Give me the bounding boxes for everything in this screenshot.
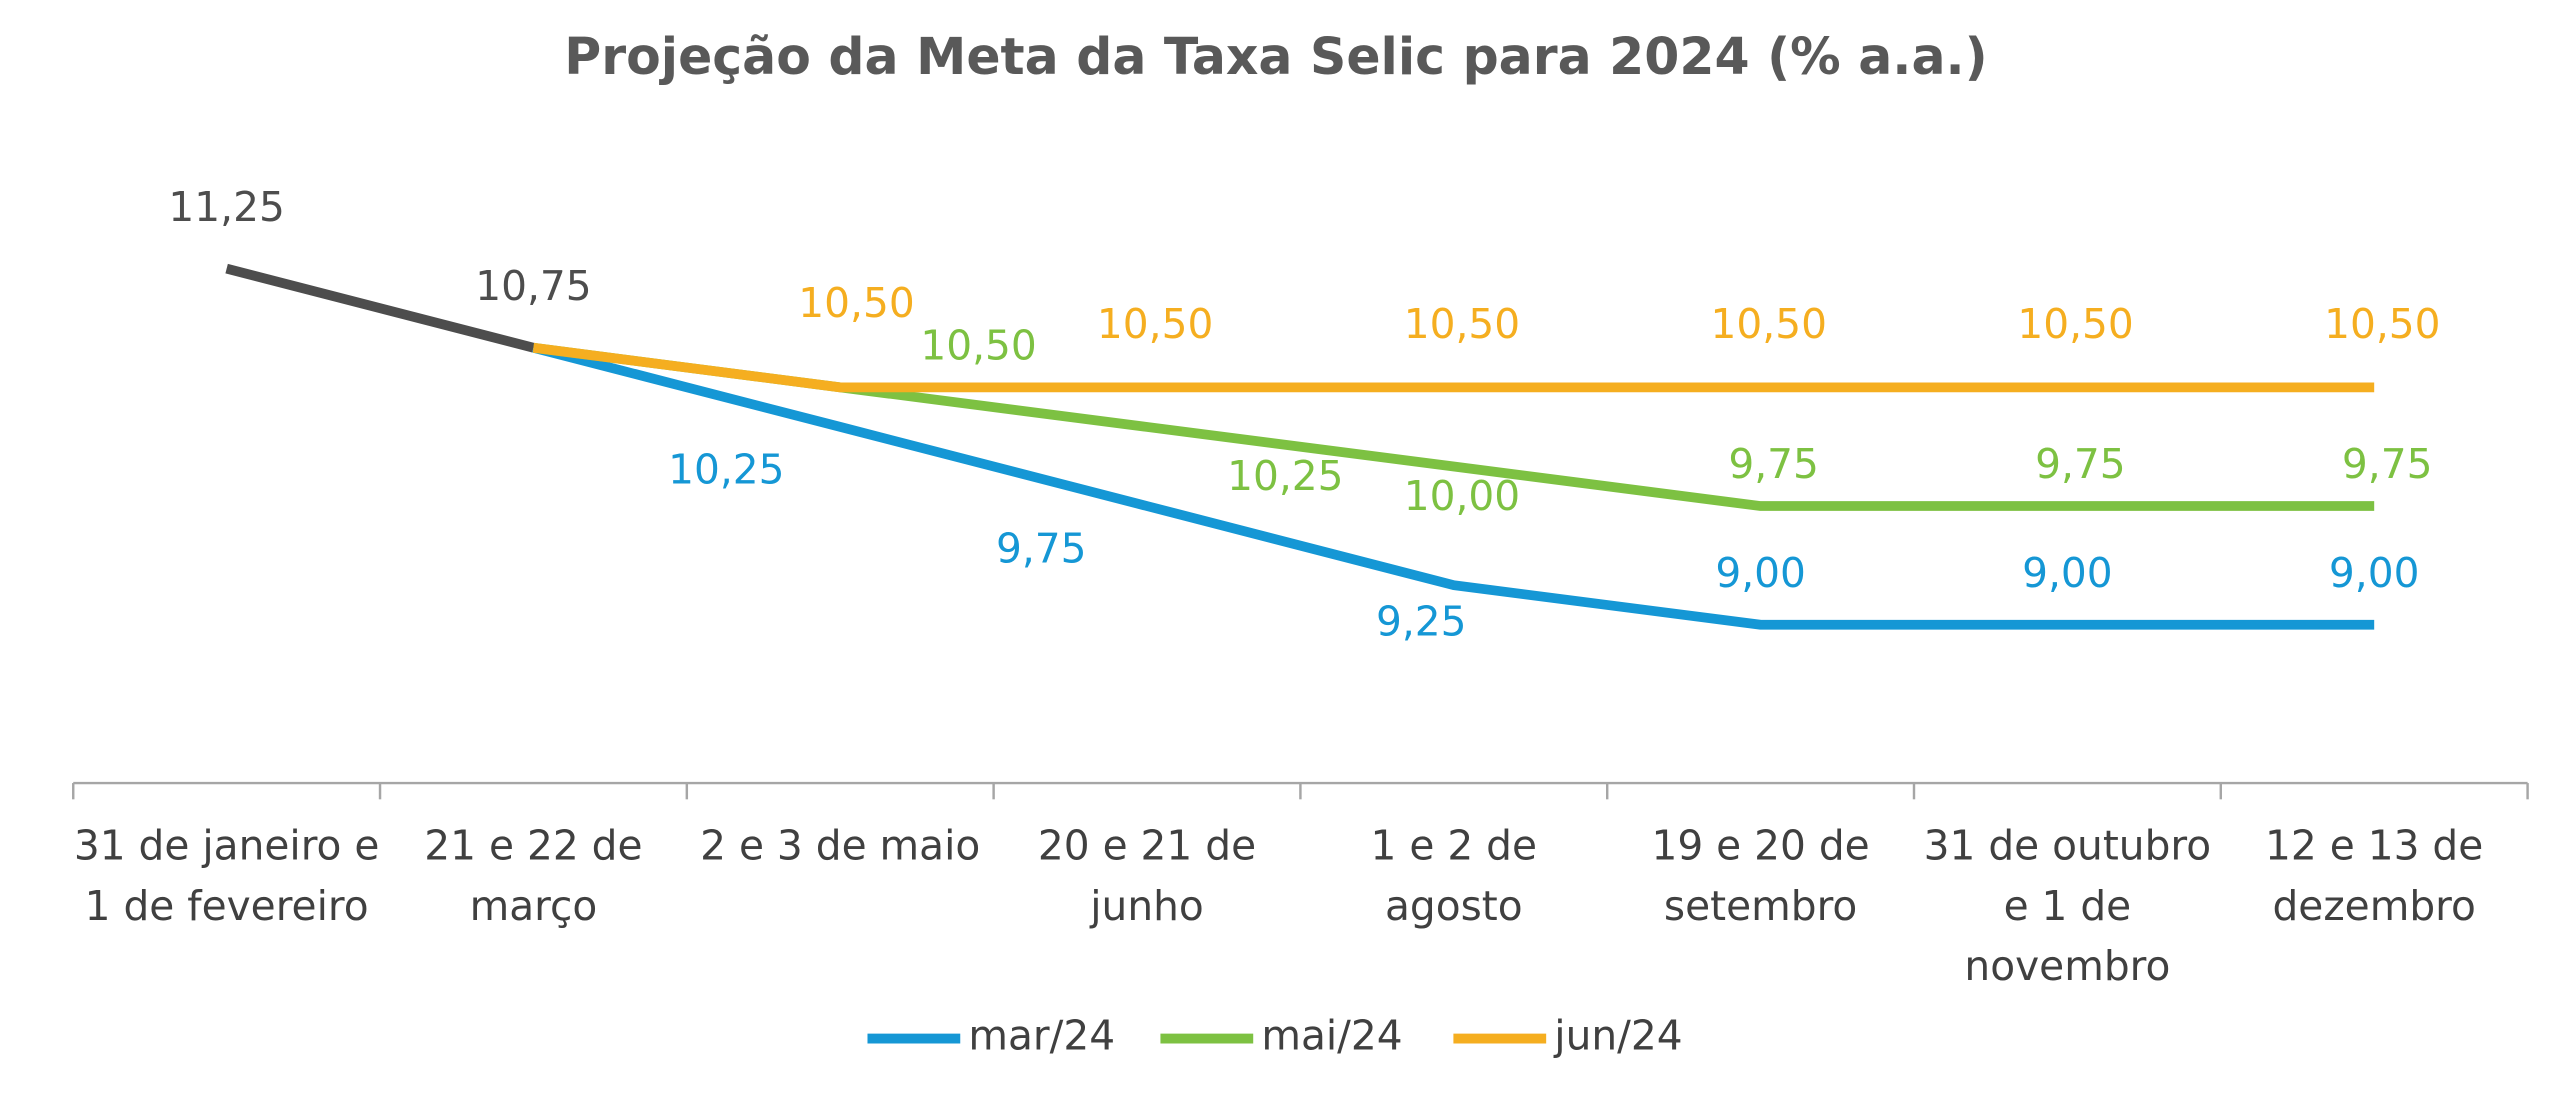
data-label: 10,50: [798, 279, 914, 327]
data-label: 10,50: [1404, 300, 1520, 348]
series-line: [532, 342, 2375, 393]
data-label: 10,25: [1227, 452, 1343, 500]
chart-title: Projeção da Meta da Taxa Selic para 2024…: [564, 27, 1987, 86]
x-tick-label-box: 19 e 20 de setembro: [1651, 822, 1870, 930]
data-label: 9,00: [1715, 549, 1806, 597]
legend-label: mar/24: [968, 1012, 1115, 1060]
data-label: 10,50: [2324, 300, 2440, 348]
data-label: 11,25: [168, 183, 284, 231]
data-label: 10,50: [920, 321, 1036, 369]
data-label: 10,75: [475, 262, 591, 310]
x-tick-label: 31 de janeiro e 1 de fevereiro: [73, 822, 380, 930]
data-label: 9,75: [2342, 440, 2433, 488]
x-tick-label-box: 2 e 3 de maio: [700, 822, 981, 870]
x-tick-label: 12 e 13 de dezembro: [2265, 822, 2484, 930]
legend-label: jun/24: [1553, 1012, 1682, 1060]
x-tick-label-box: 21 e 22 de março: [424, 822, 643, 930]
x-tick-label-box: 12 e 13 de dezembro: [2265, 822, 2484, 930]
x-tick-label-box: 31 de outubro e 1 de novembro: [1923, 822, 2212, 990]
legend-label: mai/24: [1261, 1012, 1402, 1060]
data-label: 9,75: [2035, 440, 2126, 488]
x-tick-label: 21 e 22 de março: [424, 822, 643, 930]
data-label: 9,00: [2022, 549, 2113, 597]
x-tick-label: 31 de outubro e 1 de novembro: [1923, 822, 2212, 990]
x-tick-label: 20 e 21 de junho: [1037, 822, 1257, 930]
x-tick-label: 2 e 3 de maio: [700, 822, 981, 870]
data-label: 10,00: [1404, 472, 1520, 520]
data-label: 10,50: [1711, 300, 1827, 348]
x-tick-label-box: 31 de janeiro e 1 de fevereiro: [73, 822, 380, 930]
data-label: 9,25: [1376, 597, 1467, 645]
data-label: 9,00: [2329, 549, 2420, 597]
data-label: 10,50: [1097, 300, 1213, 348]
x-tick-label-box: 1 e 2 de agosto: [1370, 822, 1538, 930]
series-line: [532, 343, 2375, 630]
x-tick-label: 1 e 2 de agosto: [1370, 822, 1538, 930]
x-tick-label: 19 e 20 de setembro: [1651, 822, 1870, 930]
data-label: 9,75: [1728, 440, 1819, 488]
data-label: 10,25: [668, 445, 784, 493]
data-label: 10,50: [2017, 300, 2133, 348]
data-label: 9,75: [996, 525, 1087, 573]
series-line: [225, 263, 535, 353]
x-tick-label-box: 20 e 21 de junho: [1037, 822, 1257, 930]
